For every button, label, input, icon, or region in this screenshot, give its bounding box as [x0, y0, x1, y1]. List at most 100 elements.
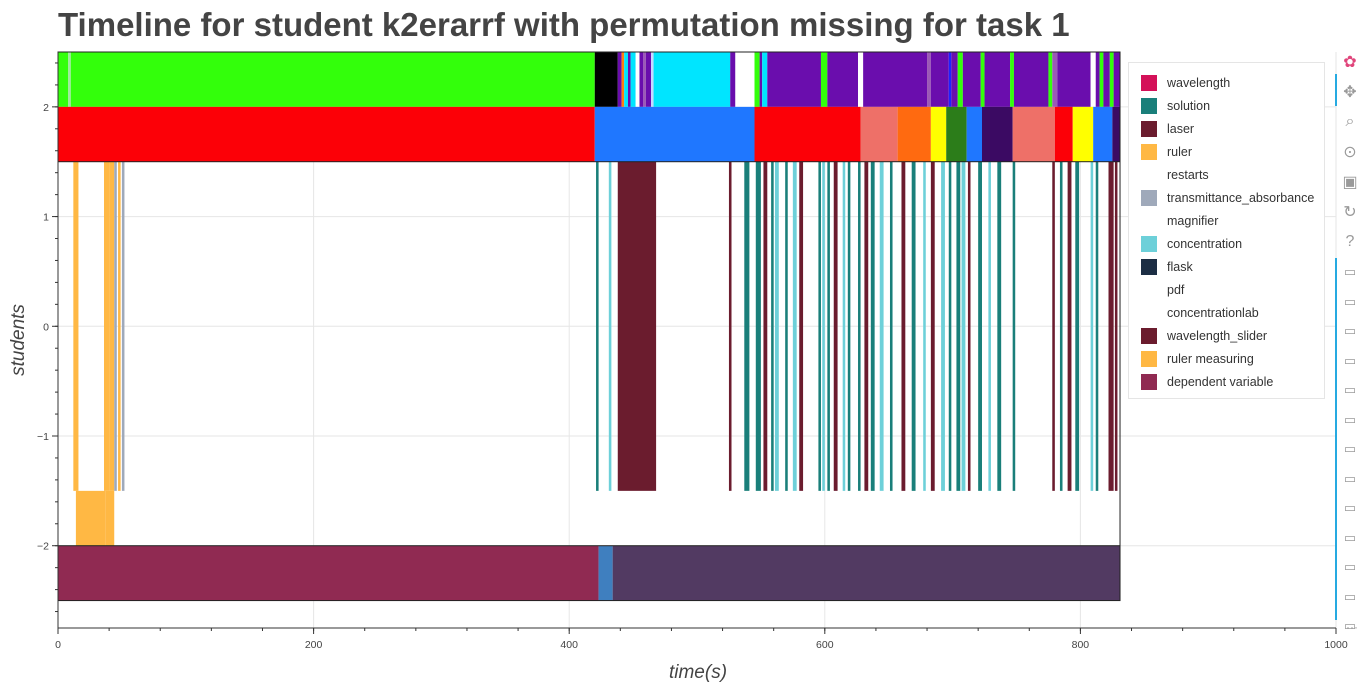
timeline-segment: [627, 52, 631, 107]
hover-icon[interactable]: ▭: [1343, 411, 1357, 427]
legend-item[interactable]: concentration: [1129, 232, 1324, 255]
x-tick-label: 800: [1072, 639, 1090, 651]
legend-label: concentrationlab: [1167, 305, 1259, 320]
hover-icon[interactable]: ▭: [1343, 559, 1357, 574]
timeline-segment: [1012, 161, 1016, 491]
timeline-segment: [762, 52, 768, 107]
timeline-segment: [1067, 161, 1072, 491]
legend-item[interactable]: flask: [1129, 255, 1324, 278]
toolbar: ··· ✿ ✥ ⌕ ⊙ ▣ ↻? ▭ ▭ ▭ ▭ ▭ ▭ ▭ ▭ ▭ ▭ ▭ ▭ ▭: [1335, 48, 1366, 683]
timeline-segment: [967, 161, 971, 491]
hover-icon[interactable]: ▭: [1343, 470, 1357, 486]
timeline-segment: [879, 161, 884, 491]
timeline-segment: [1048, 52, 1053, 107]
pan-icon[interactable]: ✥: [1343, 84, 1357, 101]
timeline-segment: [948, 161, 952, 491]
timeline-segment: [930, 161, 935, 491]
timeline-segment: [930, 106, 947, 162]
legend-label: ruler: [1167, 144, 1193, 159]
legend-item[interactable]: laser: [1129, 117, 1324, 140]
hover-icon[interactable]: ▭: [1343, 500, 1357, 515]
save-icon[interactable]: ▣: [1342, 174, 1358, 191]
hover-icon[interactable]: ▭: [1343, 618, 1357, 633]
timeline-segment: [951, 52, 958, 107]
timeline-segment: [957, 52, 963, 107]
hover-icon[interactable]: ▭: [1343, 588, 1357, 604]
axes: 0 200 400 600 800 1000 2 1 0 −1 −2: [37, 52, 1348, 651]
timeline-segment: [1114, 161, 1118, 491]
timeline-segment: [1090, 161, 1094, 491]
y-tick-label: −1: [37, 431, 49, 443]
timeline-segment: [645, 52, 651, 107]
timeline-segment: [927, 52, 931, 107]
timeline-segment: [956, 161, 961, 491]
legend-item[interactable]: wavelength_slider: [1129, 324, 1324, 347]
timeline-segment: [1075, 161, 1080, 491]
timeline-segment: [889, 161, 893, 491]
legend-item[interactable]: restarts: [1129, 163, 1324, 186]
timeline-segment: [860, 106, 898, 162]
legend-swatch: [1141, 74, 1157, 91]
timeline-segment: [759, 52, 763, 107]
legend-item[interactable]: wavelength: [1129, 71, 1324, 94]
legend-item[interactable]: dependent variable: [1129, 370, 1324, 393]
legend-swatch: [1141, 235, 1157, 252]
timeline-segment: [653, 52, 731, 107]
legend-item[interactable]: transmittance_absorbance: [1129, 186, 1324, 209]
timeline-segment: [988, 161, 991, 491]
timeline-segment: [827, 52, 859, 107]
timeline-segment: [118, 161, 121, 491]
timeline-segment: [621, 52, 625, 107]
timeline-segment: [643, 52, 646, 107]
timeline-segment: [799, 161, 804, 491]
hover-icon[interactable]: ▭: [1343, 352, 1357, 368]
timeline-segment: [594, 52, 618, 107]
wheel-zoom-icon[interactable]: ⊙: [1343, 144, 1357, 161]
legend-item[interactable]: ruler measuring: [1129, 347, 1324, 370]
legend-swatch: [1141, 327, 1157, 344]
hover-icon[interactable]: ▭: [1343, 441, 1357, 456]
help-icon[interactable]: ?: [1345, 233, 1355, 250]
timeline-segment: [1113, 52, 1121, 107]
legend-swatch: [1141, 166, 1157, 183]
timeline-segment: [818, 161, 821, 491]
timeline-segment: [827, 161, 830, 491]
hover-icon[interactable]: ▭: [1343, 293, 1357, 309]
timeline-segment: [1052, 52, 1058, 107]
y-tick-label: −2: [37, 541, 49, 553]
timeline-segment: [728, 161, 732, 491]
hover-icon[interactable]: ▭: [1343, 323, 1357, 338]
timeline-segment: [948, 52, 952, 107]
timeline-segment: [114, 161, 117, 491]
timeline-segment: [923, 161, 926, 491]
hover-icon[interactable]: ▭: [1343, 264, 1357, 279]
timeline-segment: [121, 161, 125, 491]
timeline-segment: [966, 106, 982, 162]
timeline-segment: [58, 52, 69, 107]
hover-icon[interactable]: ▭: [1343, 382, 1357, 397]
legend-label: wavelength_slider: [1167, 328, 1268, 343]
chart-title: Timeline for student k2erarrf with permu…: [58, 6, 1070, 43]
legend-swatch: [1141, 143, 1157, 160]
box-zoom-icon[interactable]: ⌕: [1345, 113, 1355, 130]
legend-item[interactable]: magnifier: [1129, 209, 1324, 232]
legend-item[interactable]: concentrationlab: [1129, 301, 1324, 324]
timeline-segment: [774, 161, 779, 491]
hover-icon[interactable]: ▭: [1343, 529, 1357, 545]
legend-item[interactable]: ruler: [1129, 140, 1324, 163]
x-tick-label: 200: [305, 639, 323, 651]
legend-item[interactable]: pdf: [1129, 278, 1324, 301]
timeline-segment: [897, 106, 931, 162]
timeline-segment: [635, 52, 640, 107]
toolbar-more[interactable]: ···: [1346, 620, 1358, 634]
timeline-segment: [105, 490, 115, 546]
y-tick-label: 2: [43, 102, 49, 114]
timeline-segment: [1090, 52, 1096, 107]
timeline-segment: [75, 490, 106, 546]
timeline-segment: [608, 161, 612, 491]
timeline-segment: [73, 161, 79, 491]
timeline-segment: [596, 161, 599, 491]
timeline-segment: [68, 52, 71, 107]
legend-item[interactable]: solution: [1129, 94, 1324, 117]
reset-icon[interactable]: ↻: [1343, 204, 1357, 221]
